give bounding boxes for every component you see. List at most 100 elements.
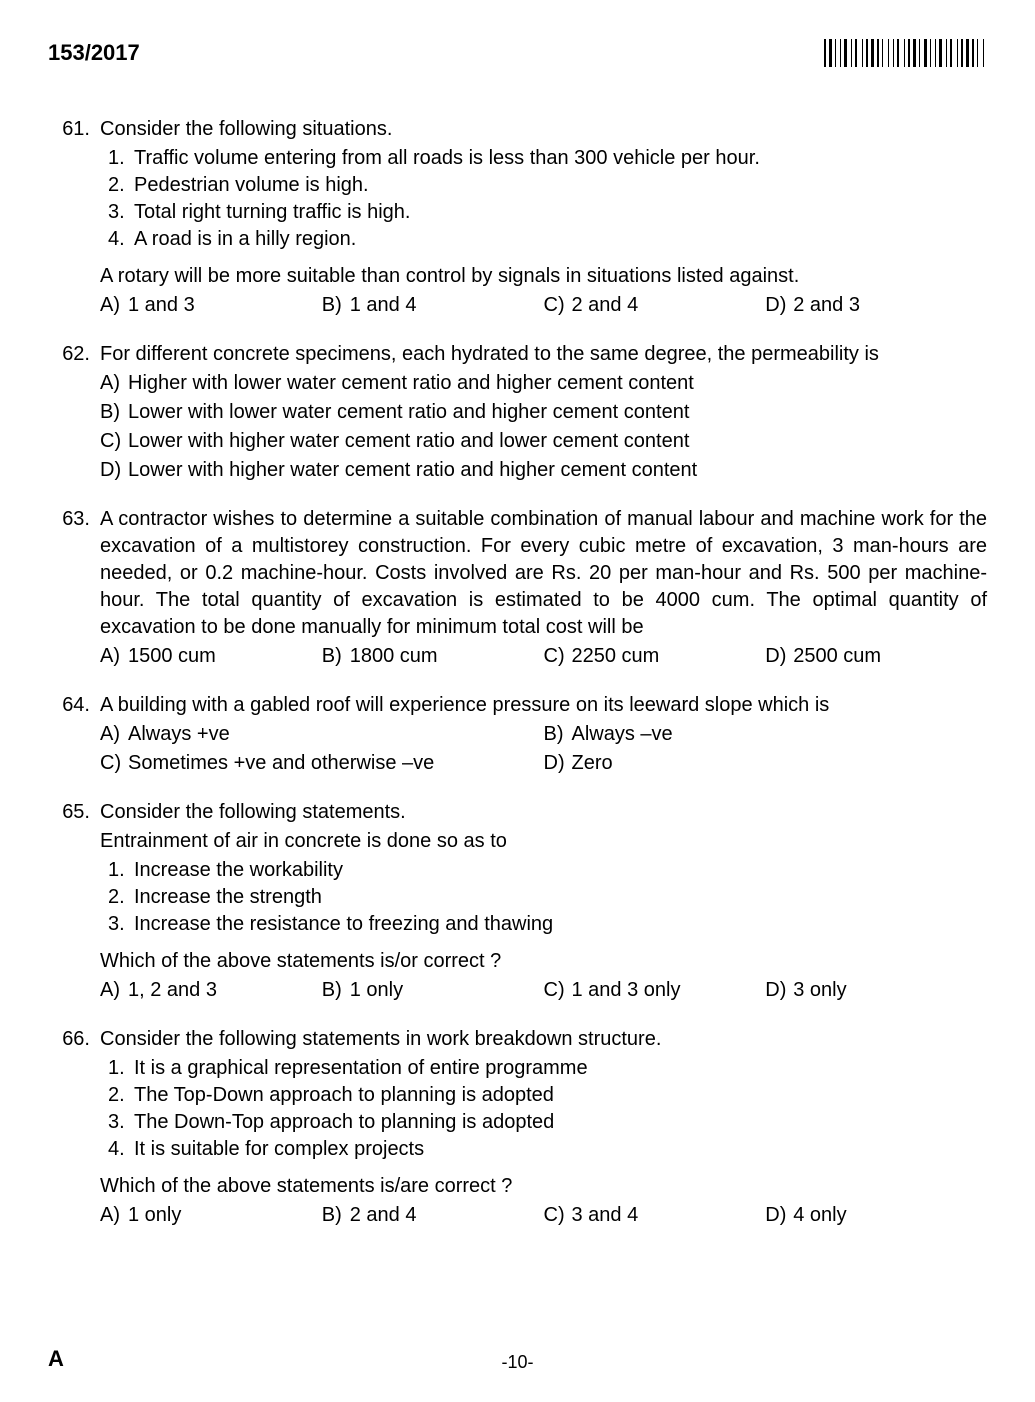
- sub-item-text: Pedestrian volume is high.: [134, 172, 987, 199]
- option-label: D): [100, 457, 128, 484]
- sub-item: 3.Increase the resistance to freezing an…: [108, 911, 987, 938]
- option-label: B): [100, 399, 128, 426]
- option: B)1800 cum: [322, 643, 544, 670]
- option-label: D): [765, 1202, 793, 1229]
- question: 65.Consider the following statements.Ent…: [48, 799, 987, 1004]
- sub-item-number: 2.: [108, 884, 134, 911]
- sub-item-number: 2.: [108, 172, 134, 199]
- option-label: C): [544, 643, 572, 670]
- sub-item-text: Total right turning traffic is high.: [134, 199, 987, 226]
- option-text: Higher with lower water cement ratio and…: [128, 370, 987, 397]
- option-text: 2 and 4: [350, 1202, 544, 1229]
- sub-item-number: 4.: [108, 1136, 134, 1163]
- question: 63.A contractor wishes to determine a su…: [48, 506, 987, 670]
- sub-item-text: The Down-Top approach to planning is ado…: [134, 1109, 987, 1136]
- sub-item-number: 3.: [108, 1109, 134, 1136]
- question-stem: Consider the following situations.: [100, 116, 987, 143]
- sub-item: 1.It is a graphical representation of en…: [108, 1055, 987, 1082]
- option-text: Always –ve: [572, 721, 988, 748]
- option-label: B): [322, 977, 350, 1004]
- option-label: A): [100, 1202, 128, 1229]
- question-number: 66.: [48, 1026, 100, 1229]
- question-number: 65.: [48, 799, 100, 1004]
- options-row: A)1500 cumB)1800 cumC)2250 cumD)2500 cum: [100, 643, 987, 670]
- sub-item: 1.Traffic volume entering from all roads…: [108, 145, 987, 172]
- option-text: Sometimes +ve and otherwise –ve: [128, 750, 544, 777]
- sub-item: 1.Increase the workability: [108, 857, 987, 884]
- option: D)Zero: [544, 750, 988, 777]
- sub-item-number: 3.: [108, 199, 134, 226]
- options-row: A)1 onlyB)2 and 4C)3 and 4D)4 only: [100, 1202, 987, 1229]
- option-label: B): [322, 292, 350, 319]
- option: A)1, 2 and 3: [100, 977, 322, 1004]
- option: A)Always +ve: [100, 721, 544, 748]
- option-text: 2250 cum: [572, 643, 766, 670]
- option: C)Lower with higher water cement ratio a…: [100, 428, 987, 455]
- option-label: A): [100, 721, 128, 748]
- question-number: 64.: [48, 692, 100, 777]
- option-label: B): [322, 1202, 350, 1229]
- options-row: D)Lower with higher water cement ratio a…: [100, 457, 987, 484]
- question-body: A building with a gabled roof will exper…: [100, 692, 987, 777]
- option: A)1500 cum: [100, 643, 322, 670]
- sub-item-number: 3.: [108, 911, 134, 938]
- option-text: Zero: [572, 750, 988, 777]
- option: B)Lower with lower water cement ratio an…: [100, 399, 987, 426]
- option-text: Lower with higher water cement ratio and…: [128, 457, 987, 484]
- option-text: 2 and 3: [793, 292, 987, 319]
- option: A)1 only: [100, 1202, 322, 1229]
- option: B)1 only: [322, 977, 544, 1004]
- option-label: A): [100, 292, 128, 319]
- option: C)Sometimes +ve and otherwise –ve: [100, 750, 544, 777]
- paper-code: 153/2017: [48, 38, 140, 68]
- question-stem: Consider the following statements in wor…: [100, 1026, 987, 1053]
- option-text: 1 only: [350, 977, 544, 1004]
- option: D)4 only: [765, 1202, 987, 1229]
- option: D)Lower with higher water cement ratio a…: [100, 457, 987, 484]
- question-number: 62.: [48, 341, 100, 484]
- option-label: C): [544, 292, 572, 319]
- sub-item-text: It is a graphical representation of enti…: [134, 1055, 987, 1082]
- option: C)1 and 3 only: [544, 977, 766, 1004]
- option-label: C): [544, 977, 572, 1004]
- option-text: 1 and 3 only: [572, 977, 766, 1004]
- option: D)3 only: [765, 977, 987, 1004]
- sub-item: 3.The Down-Top approach to planning is a…: [108, 1109, 987, 1136]
- options-row: A)Higher with lower water cement ratio a…: [100, 370, 987, 397]
- sub-item-text: A road is in a hilly region.: [134, 226, 987, 253]
- question-body: Consider the following statements in wor…: [100, 1026, 987, 1229]
- option-text: Lower with lower water cement ratio and …: [128, 399, 987, 426]
- options-row: A)Always +veB)Always –ve: [100, 721, 987, 748]
- option: D)2500 cum: [765, 643, 987, 670]
- option: D)2 and 3: [765, 292, 987, 319]
- question: 62.For different concrete specimens, eac…: [48, 341, 987, 484]
- option-text: 3 and 4: [572, 1202, 766, 1229]
- page-header: 153/2017: [48, 38, 987, 68]
- option-label: C): [100, 750, 128, 777]
- sub-item-number: 1.: [108, 857, 134, 884]
- option: C)2250 cum: [544, 643, 766, 670]
- option-label: A): [100, 977, 128, 1004]
- sub-item-text: Increase the workability: [134, 857, 987, 884]
- question: 61.Consider the following situations.1.T…: [48, 116, 987, 319]
- sub-item-text: The Top-Down approach to planning is ado…: [134, 1082, 987, 1109]
- question: 66.Consider the following statements in …: [48, 1026, 987, 1229]
- option-label: D): [544, 750, 572, 777]
- sub-item: 2.The Top-Down approach to planning is a…: [108, 1082, 987, 1109]
- option-label: D): [765, 977, 793, 1004]
- sub-item: 4.A road is in a hilly region.: [108, 226, 987, 253]
- option-text: 1500 cum: [128, 643, 322, 670]
- option-text: 1, 2 and 3: [128, 977, 322, 1004]
- question-body: A contractor wishes to determine a suita…: [100, 506, 987, 670]
- sub-item-number: 2.: [108, 1082, 134, 1109]
- option: A)1 and 3: [100, 292, 322, 319]
- option-text: 4 only: [793, 1202, 987, 1229]
- question-body: Consider the following situations.1.Traf…: [100, 116, 987, 319]
- barcode: [824, 39, 987, 67]
- sub-item: 3.Total right turning traffic is high.: [108, 199, 987, 226]
- question-follow: Which of the above statements is/are cor…: [100, 1173, 987, 1200]
- sub-item-number: 1.: [108, 1055, 134, 1082]
- question-number: 61.: [48, 116, 100, 319]
- sub-item-text: Traffic volume entering from all roads i…: [134, 145, 987, 172]
- option: C)2 and 4: [544, 292, 766, 319]
